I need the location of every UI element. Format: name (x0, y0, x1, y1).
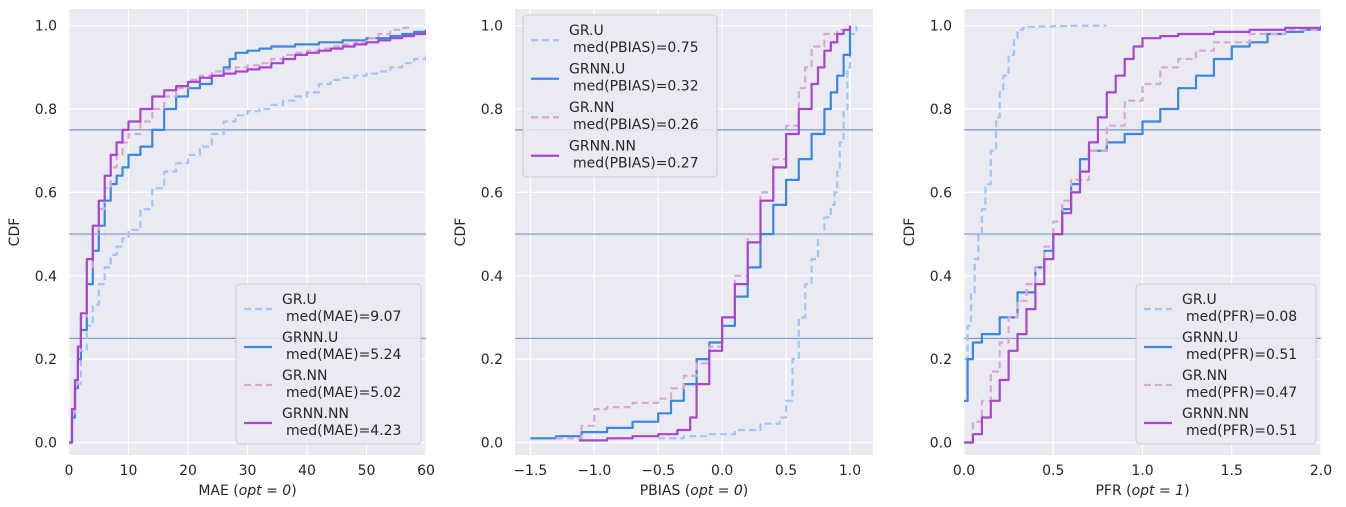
y-tick-label: 0.0 (481, 435, 503, 451)
y-axis-label: CDF (7, 218, 23, 247)
legend-median-label: med(MAE)=9.07 (286, 309, 401, 325)
x-tick-label: 0 (65, 463, 74, 479)
y-tick-label: 0.4 (930, 269, 952, 285)
legend-label: GR.NN (1182, 368, 1227, 384)
x-tick-label: 2.0 (1310, 463, 1332, 479)
x-tick-label: −1.5 (513, 463, 547, 479)
legend: GR.Umed(PFR)=0.08GRNN.Umed(PFR)=0.51GR.N… (1135, 283, 1317, 445)
x-tick-label: 0.0 (711, 463, 733, 479)
series-line-gr-u (964, 24, 1107, 361)
x-tick-label: 0.5 (775, 463, 797, 479)
y-tick-label: 0.8 (481, 102, 503, 118)
x-tick-label: 40 (298, 463, 316, 479)
y-tick-label: 0.6 (35, 185, 57, 201)
series-line-gr-nn (964, 25, 1321, 444)
series-layer (530, 25, 858, 442)
legend-median-label: med(PFR)=0.51 (1186, 423, 1297, 439)
y-tick-label: 0.4 (35, 269, 57, 285)
legend-median-label: med(MAE)=5.24 (286, 347, 402, 363)
y-tick-label: 0.8 (930, 102, 952, 118)
y-axis-label: CDF (902, 218, 918, 247)
x-tick-label: 1.0 (839, 463, 861, 479)
y-tick-label: 0.2 (930, 352, 952, 368)
series-layer (69, 25, 426, 444)
y-axis-label: CDF (453, 218, 469, 247)
x-tick-label: 0.5 (1042, 463, 1064, 479)
chart-panel-mae: 0 10 20 30 40 50 60 0.0 0.2 0.4 0.6 0.8 1.0 MAE (opt… (7, 9, 435, 499)
tick-labels: 0.0 0.5 1.0 1.5 2.0 0.0 0.2 0.4 0.6 0.8 1.0 (930, 19, 1332, 479)
legend-median-label: med(PBIAS)=0.26 (573, 117, 699, 133)
series-line-grnn-nn (578, 25, 852, 442)
x-tick-label: 20 (179, 463, 197, 479)
legend-box (235, 283, 422, 445)
legend-median-label: med(PFR)=0.47 (1186, 385, 1297, 401)
chart-panel-pfr: 0.0 0.5 1.0 1.5 2.0 0.0 0.2 0.4 0.6 0.8 1.0 PFR (o… (902, 9, 1332, 499)
y-tick-label: 1.0 (481, 19, 503, 35)
legend-label: GRNN.U (282, 330, 338, 346)
x-axis-label: PBIAS (opt = 0) (640, 483, 749, 499)
y-tick-label: 0.2 (481, 352, 503, 368)
x-tick-label: 10 (120, 463, 138, 479)
series-line-grnn-nn (964, 25, 1321, 444)
legend-label: GRNN.NN (569, 139, 636, 155)
legend-box (1135, 283, 1317, 445)
legend-label: GR.U (569, 23, 604, 39)
x-tick-label: 60 (417, 463, 435, 479)
y-tick-label: 1.0 (930, 19, 952, 35)
y-tick-label: 0.0 (35, 435, 57, 451)
x-tick-label: −1.0 (577, 463, 611, 479)
y-tick-label: 0.8 (35, 102, 57, 118)
series-layer (964, 24, 1321, 444)
y-tick-label: 1.0 (35, 19, 57, 35)
y-tick-label: 0.2 (35, 352, 57, 368)
legend-label: GRNN.NN (1182, 406, 1249, 422)
legend-label: GRNN.U (1182, 330, 1238, 346)
x-tick-label: 50 (358, 463, 376, 479)
tick-labels: 0 10 20 30 40 50 60 0.0 0.2 0.4 0.6 0.8 1.0 (35, 19, 435, 479)
legend-label: GR.U (282, 292, 317, 308)
series-line-grnn-nn (69, 29, 426, 444)
legend-median-label: med(MAE)=4.23 (286, 423, 401, 439)
x-tick-label: 1.5 (1221, 463, 1243, 479)
legend-label: GRNN.NN (282, 406, 349, 422)
x-tick-label: 0.0 (953, 463, 975, 479)
chart-panel-pbias: −1.5 −1.0 −0.5 0.0 0.5 1.00.00.20.40.60.81.0 … (453, 9, 873, 499)
y-tick-label: 0.6 (930, 185, 952, 201)
legend-median-label: med(PFR)=0.08 (1186, 309, 1297, 325)
x-axis-label: MAE (opt = 0) (198, 483, 296, 499)
legend-label: GR.NN (282, 368, 327, 384)
y-tick-label: 0.0 (930, 435, 952, 451)
legend-median-label: med(PBIAS)=0.32 (573, 79, 699, 95)
legend-label: GRNN.U (569, 62, 625, 78)
legend-median-label: med(PFR)=0.51 (1186, 347, 1297, 363)
x-tick-label: −0.5 (641, 463, 675, 479)
series-line-gr-u (658, 25, 858, 440)
series-line-gr-u (69, 54, 426, 444)
x-tick-label: 30 (239, 463, 257, 479)
x-axis-label: PFR (opt = 1) (1095, 483, 1189, 499)
legend-median-label: med(PBIAS)=0.27 (573, 156, 699, 172)
y-tick-label: 0.6 (481, 185, 503, 201)
x-tick-label: 1.0 (1131, 463, 1153, 479)
tick-labels: −1.5 −1.0 −0.5 0.0 0.5 1.0 0.0 0.2 0.4 0.6 0.8 1.0 (481, 19, 861, 479)
legend-label: GR.NN (569, 100, 614, 116)
legend-box (522, 14, 718, 178)
legend-median-label: med(MAE)=5.02 (286, 385, 401, 401)
y-tick-label: 0.4 (481, 269, 503, 285)
legend-median-label: med(PBIAS)=0.75 (573, 40, 699, 56)
legend-label: GR.U (1182, 292, 1217, 308)
